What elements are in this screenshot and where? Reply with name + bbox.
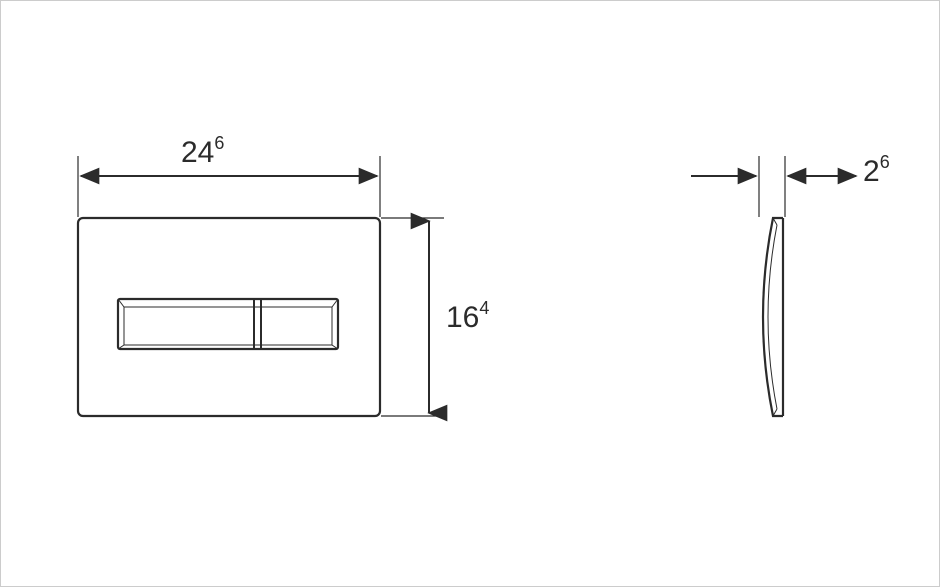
dimension-width-label: 246 [181, 136, 224, 168]
dimension-depth-label: 26 [863, 155, 890, 187]
button-inner-shading [124, 307, 332, 345]
dim-depth-base: 2 [863, 155, 880, 188]
dim-width-sup: 6 [214, 133, 224, 153]
dimension-height [381, 218, 444, 416]
drawing-svg [1, 1, 940, 588]
dim-width-base: 24 [181, 136, 214, 169]
dim-height-base: 16 [446, 301, 479, 334]
dim-height-sup: 4 [479, 298, 489, 318]
dimension-depth [691, 156, 856, 217]
technical-drawing-canvas: 246 164 26 [0, 0, 940, 587]
front-plate-outline [78, 218, 380, 416]
dim-depth-sup: 6 [880, 152, 890, 172]
front-view [78, 218, 380, 416]
dimension-height-label: 164 [446, 301, 489, 333]
side-front-curve-inner [768, 225, 777, 409]
side-view [763, 218, 783, 416]
dimension-width [78, 156, 380, 217]
